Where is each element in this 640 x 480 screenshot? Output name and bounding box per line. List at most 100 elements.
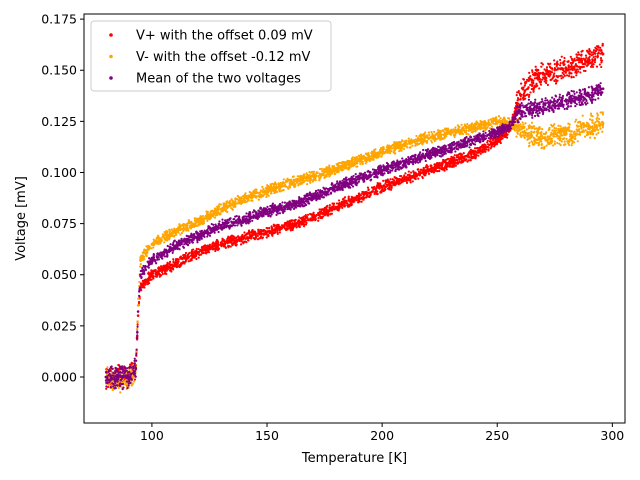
data-point [538, 126, 541, 129]
data-point [434, 167, 437, 171]
data-point [386, 187, 390, 190]
data-point [155, 236, 159, 239]
data-point [434, 169, 438, 173]
data-point [370, 186, 374, 189]
data-point [358, 154, 361, 158]
data-point [393, 152, 396, 155]
data-point [427, 172, 431, 175]
data-point [428, 133, 431, 136]
data-point [366, 186, 370, 189]
data-point [426, 165, 429, 168]
data-point [345, 200, 348, 203]
data-point [545, 66, 549, 69]
data-point [430, 170, 433, 174]
data-point [548, 128, 551, 131]
data-point [533, 125, 536, 128]
data-point [187, 260, 190, 263]
data-point [430, 164, 433, 167]
data-point [522, 78, 526, 81]
data-point [569, 68, 572, 71]
data-point [311, 215, 314, 218]
data-point [163, 272, 166, 275]
data-point [176, 263, 179, 266]
data-point [541, 78, 544, 81]
data-point [273, 225, 276, 228]
data-point [520, 82, 523, 85]
data-point [346, 205, 350, 208]
data-point [584, 54, 588, 57]
data-point [343, 205, 346, 208]
data-point [308, 170, 311, 174]
data-point [567, 66, 570, 69]
data-point [479, 146, 482, 149]
data-point [569, 130, 572, 133]
data-point [372, 158, 375, 161]
data-point [546, 136, 549, 139]
data-point [402, 176, 406, 179]
data-point [254, 188, 257, 191]
data-point [574, 120, 577, 123]
data-point [528, 131, 531, 134]
data-point [441, 166, 444, 169]
data-point [231, 199, 234, 202]
data-point [592, 49, 596, 52]
data-point [361, 160, 364, 163]
data-point [390, 181, 393, 184]
data-point [502, 116, 506, 119]
data-point [519, 97, 522, 101]
data-point [409, 181, 412, 184]
data-point [587, 122, 590, 125]
data-point [533, 130, 536, 133]
data-point [535, 141, 538, 145]
data-point [409, 171, 413, 174]
data-point [136, 327, 139, 331]
data-point [486, 141, 489, 144]
data-point [193, 250, 197, 253]
data-point [405, 181, 409, 184]
data-point [152, 238, 155, 241]
data-point [559, 58, 562, 62]
data-point [309, 217, 312, 220]
data-point [550, 71, 554, 74]
data-point [506, 133, 509, 136]
data-point [295, 221, 299, 224]
data-point [521, 86, 524, 89]
data-point [381, 153, 384, 156]
data-point [314, 179, 317, 182]
data-point [152, 246, 155, 249]
data-point [532, 136, 535, 139]
data-point [531, 70, 534, 74]
data-point [253, 192, 256, 195]
data-point [594, 52, 597, 55]
data-point [155, 275, 158, 278]
data-point [358, 157, 361, 160]
data-point [473, 147, 477, 150]
data-point [564, 71, 567, 74]
data-point [545, 79, 548, 82]
data-point [142, 251, 145, 254]
data-point [589, 125, 592, 128]
data-point [586, 64, 589, 67]
data-point [372, 188, 375, 191]
data-point [432, 171, 436, 174]
data-point [562, 73, 565, 76]
data-point [413, 175, 416, 179]
data-point [239, 243, 243, 246]
data-point [457, 125, 460, 128]
data-point [470, 126, 474, 129]
data-point [180, 231, 184, 235]
data-point [320, 210, 323, 213]
data-point [378, 185, 381, 188]
data-point [412, 170, 415, 173]
data-point [596, 55, 600, 58]
data-point [528, 137, 531, 140]
data-point [392, 146, 395, 149]
data-point [192, 248, 195, 251]
data-point [161, 271, 164, 274]
data-point [238, 238, 241, 241]
data-point [596, 116, 599, 119]
data-point [214, 247, 217, 250]
data-point [394, 177, 397, 180]
data-point [312, 213, 315, 216]
data-point [211, 242, 214, 245]
